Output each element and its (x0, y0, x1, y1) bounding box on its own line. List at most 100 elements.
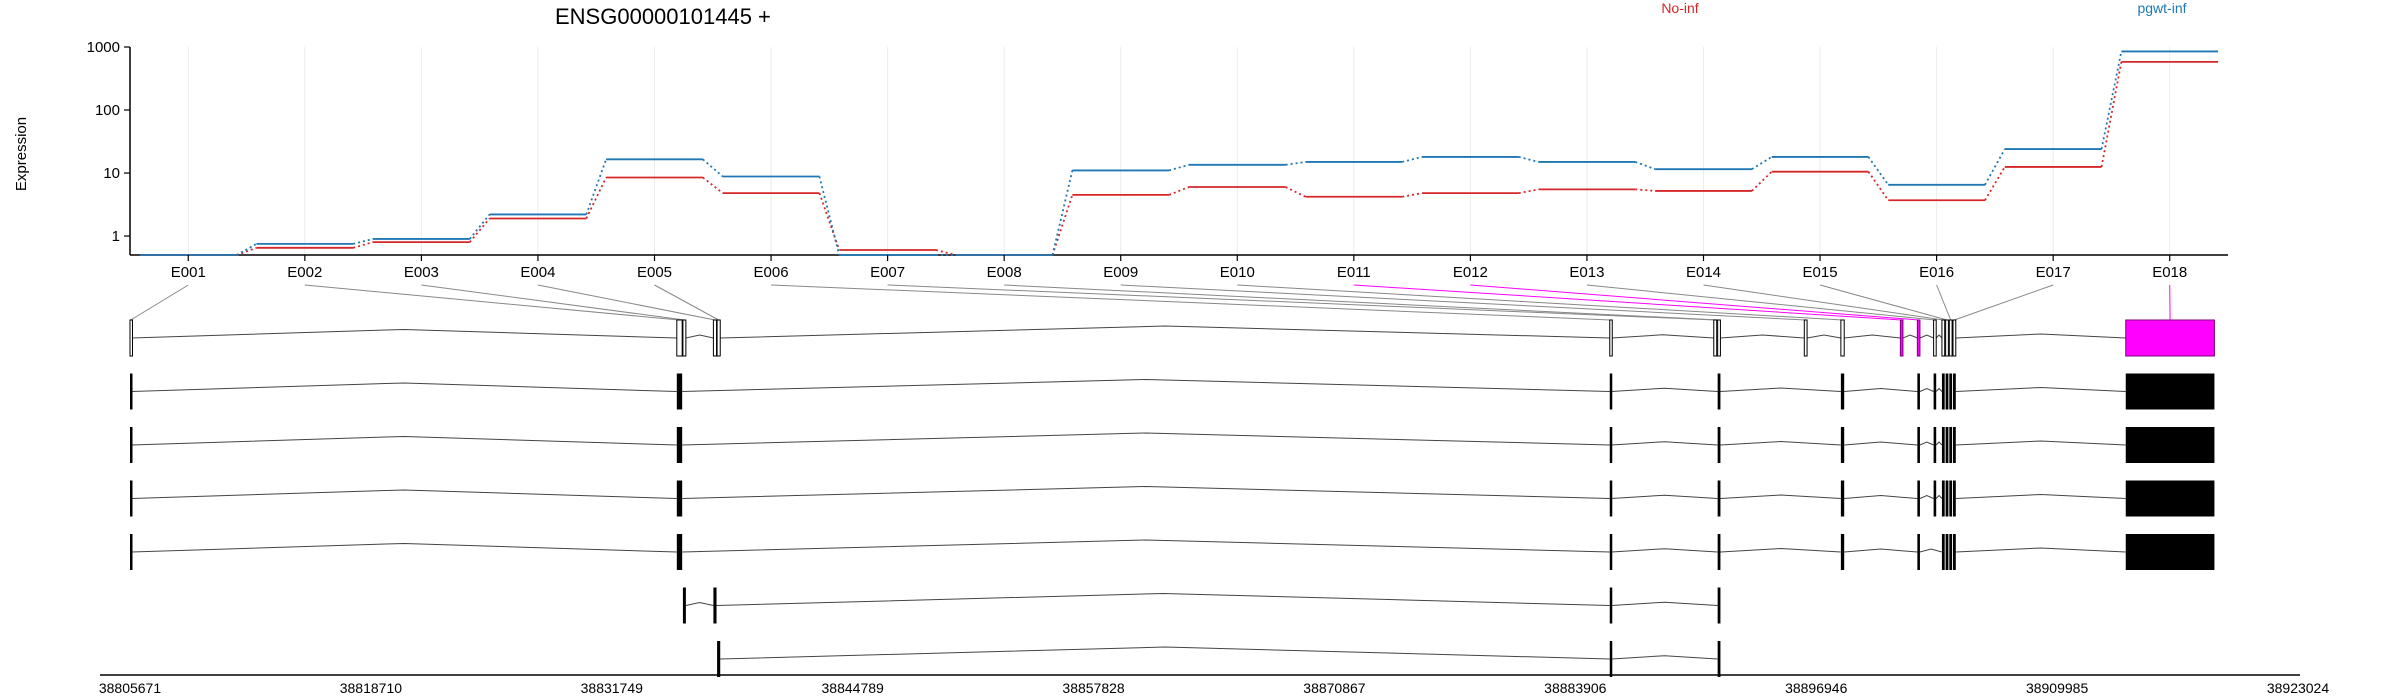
exon-block (1717, 427, 1721, 463)
exon-block (1941, 534, 1945, 570)
exon-block (1917, 427, 1920, 463)
intron-line (1919, 548, 1943, 553)
exon-connector (771, 284, 1611, 321)
intron-line (1844, 548, 1918, 553)
exon-block (1717, 319, 1721, 357)
genomic-tick-label: 38923024 (2267, 680, 2330, 696)
series-0-connector (1402, 192, 1423, 198)
series-1-connector (352, 238, 374, 245)
series-1-connector (1051, 170, 1074, 256)
exon-block (1949, 480, 1953, 517)
intron-line (131, 435, 677, 446)
intron-line (1611, 334, 1714, 339)
plot-axes: 1 10 100 1000 (87, 39, 2228, 256)
y-tick-label: 100 (95, 102, 120, 119)
series-1-connector (1168, 163, 1190, 172)
series-1-connector (585, 159, 607, 215)
series-0-connector (352, 241, 374, 249)
intron-line (1844, 387, 1918, 392)
series-0-connector (2100, 61, 2123, 168)
series-0-connector (935, 249, 957, 256)
exon-block (1933, 373, 1937, 410)
x-tick-label: E006 (754, 264, 789, 281)
series-1-connector (1751, 156, 1773, 170)
exon-block (1916, 319, 1921, 357)
exon-block-large (2125, 373, 2215, 410)
intron-line (1611, 494, 1718, 499)
exon-block (130, 480, 133, 517)
series-0-connector (1635, 188, 1656, 192)
x-tick-label: E002 (287, 264, 322, 281)
genomic-tick-label: 38818710 (340, 680, 403, 696)
genomic-tick-label: 38805671 (99, 680, 162, 696)
exon-block (676, 373, 683, 410)
intron-line (1844, 494, 1918, 499)
intron-line (716, 592, 1610, 606)
intron-line (1720, 387, 1841, 392)
x-tick-label: E010 (1220, 264, 1255, 281)
series-1-connector (818, 176, 841, 256)
chart-title: ENSG00000101445 + (555, 4, 771, 29)
series-1-connector (1984, 148, 2006, 186)
exon-block (1945, 319, 1949, 357)
exon-block (717, 641, 721, 677)
exon-block (1945, 373, 1949, 410)
genomic-tick-label: 38831749 (581, 680, 644, 696)
exon-block (1609, 427, 1613, 463)
exon-block-large (2125, 319, 2215, 357)
exon-block (1609, 534, 1613, 570)
y-axis-label: Expression (13, 117, 30, 191)
expression-series (139, 50, 2219, 256)
exon-block (1953, 480, 1956, 517)
exon-connector (1004, 284, 1720, 321)
intron-line (720, 325, 1610, 339)
exon-connector (304, 284, 680, 321)
series-0-connector (702, 176, 724, 194)
intron-line (1844, 334, 1901, 339)
intron-line (131, 382, 677, 392)
x-tick-label: E007 (870, 264, 905, 281)
exon-block (1933, 319, 1937, 357)
exon-block (129, 319, 133, 357)
series-1-connector (1401, 156, 1423, 163)
intron-line (131, 542, 677, 553)
x-tick-label: E001 (171, 264, 206, 281)
exon-block (1941, 373, 1945, 410)
exon-block (1941, 319, 1946, 357)
y-tick-label: 1 (112, 228, 120, 245)
exon-block (1609, 319, 1613, 357)
intron-line (1935, 334, 1943, 339)
exon-block (1899, 319, 1904, 357)
series-0-connector (1867, 171, 1889, 201)
exon-block (1945, 480, 1949, 517)
exon-connector (1936, 284, 1952, 321)
series-0-connector (1051, 194, 1074, 256)
exon-block (676, 319, 683, 357)
x-tick-label: E011 (1337, 264, 1371, 281)
exon-tick-labels: E001 E002 E003 E004 E005 E006 E007 E008 E009 E010… (171, 255, 2187, 281)
intron-line (720, 646, 1610, 660)
x-tick-label: E016 (1919, 264, 1954, 281)
exon-block (1717, 641, 1721, 677)
exon-block (1840, 373, 1845, 410)
exon-connector (1954, 284, 2054, 321)
exon-block (1953, 534, 1956, 570)
intron-line (682, 432, 1610, 446)
exon-block (1717, 373, 1721, 410)
intron-line (1720, 441, 1841, 446)
series-1-connector (236, 243, 257, 256)
series-0-connector (1984, 166, 2006, 201)
exon-block (1609, 373, 1613, 410)
exon-block (712, 319, 718, 357)
exon-block (1717, 534, 1721, 570)
intron-line (1611, 387, 1718, 392)
x-tick-label: E014 (1686, 264, 1721, 281)
exon-connector (1353, 284, 1902, 321)
series-0-connector (236, 246, 257, 256)
exon-block (130, 427, 133, 463)
exon-connector (1819, 284, 1948, 321)
exon-block (713, 587, 717, 624)
series-1-connector (2100, 51, 2123, 150)
series-1-connector (1635, 161, 1656, 171)
